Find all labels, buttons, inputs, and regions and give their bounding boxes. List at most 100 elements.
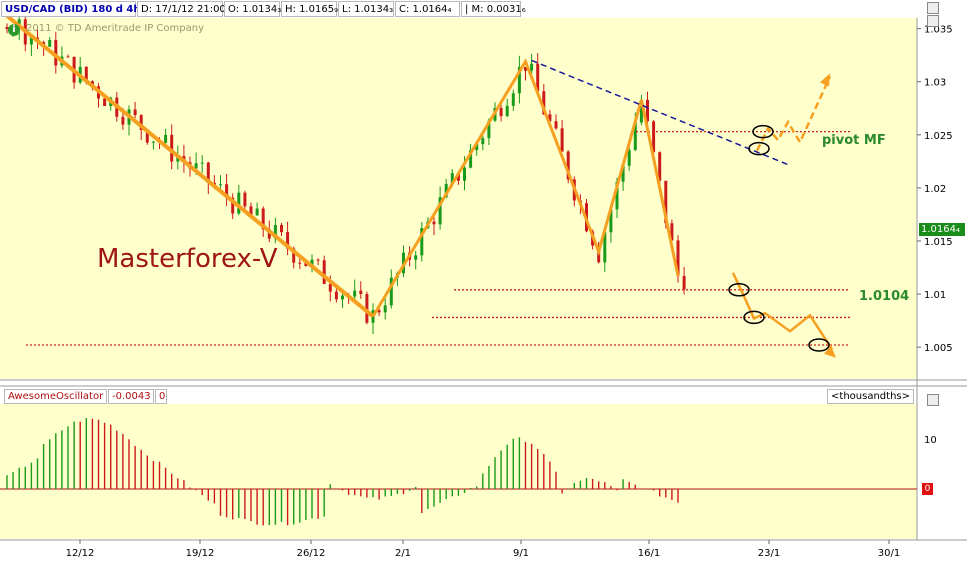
candle-body [200, 162, 204, 164]
candle-body [48, 39, 52, 47]
candle-body [432, 221, 436, 225]
candle-body [310, 259, 314, 266]
candle-body [225, 184, 229, 198]
time-tick-label: 2/1 [395, 548, 411, 559]
osc-tick-label: 10 [924, 435, 937, 446]
awesome-oscillator-series: 10 [0, 418, 937, 526]
candle-body [5, 27, 9, 30]
time-tick-label: 16/1 [638, 548, 660, 559]
osc-axis-bg [917, 404, 967, 539]
time-tick-label: 23/1 [758, 548, 780, 559]
candle-body [670, 223, 674, 241]
candle-body [383, 305, 387, 313]
candle-body [267, 229, 271, 239]
candle-body [304, 263, 308, 266]
time-tick-label: 12/12 [66, 548, 95, 559]
indicator-name[interactable]: AwesomeOscillator [4, 389, 107, 404]
candle-body [249, 206, 253, 216]
candle-body [371, 310, 375, 323]
collapse-icon[interactable] [927, 15, 939, 27]
candle-body [615, 181, 619, 210]
candle-body [652, 121, 656, 153]
candle-body [664, 180, 668, 224]
candle-body [658, 152, 662, 181]
candle-body [548, 114, 552, 122]
candle-body [298, 262, 302, 264]
brand-label: Masterforex-V [97, 244, 278, 274]
projection-down [731, 272, 834, 350]
candle-body [456, 173, 460, 181]
candle-body [505, 105, 509, 117]
candle-body [353, 290, 357, 297]
indicator-value: -0.0043 [108, 389, 154, 404]
candle-body [322, 260, 326, 284]
info-icon[interactable]: i [8, 24, 20, 36]
price-tick-label: 1.025 [924, 131, 953, 142]
candle-body [365, 294, 369, 323]
candle-body [438, 197, 442, 225]
candle-body [389, 277, 393, 306]
candle-body [206, 162, 210, 183]
candle-body [627, 149, 631, 166]
candle-body [499, 108, 503, 117]
projection-down-arrow [824, 345, 836, 358]
candle-body [566, 151, 570, 180]
trendline [531, 59, 789, 166]
candle-body [481, 138, 485, 145]
pivot-label: pivot MF [822, 133, 886, 148]
zero-tag: 0 [922, 483, 933, 495]
touch-circle [743, 310, 765, 325]
candle-body [524, 67, 527, 71]
high-readout: H: 1.0165₉ [281, 1, 338, 17]
candle-body [621, 165, 625, 182]
candle-body [84, 66, 88, 82]
last-price-tag: 1.0164₄ [919, 223, 965, 236]
price-tick-label: 1.03 [924, 78, 946, 89]
candle-body [176, 156, 180, 162]
candle-body [29, 37, 33, 45]
zigzag-pattern [5, 14, 836, 358]
watermark: 2011 © TD Ameritrade IP Company [26, 23, 204, 34]
close-readout: C: 1.0164₄ [395, 1, 460, 17]
candle-body [420, 228, 424, 256]
low-readout: L: 1.0134₃ [338, 1, 394, 17]
time-tick-label: 9/1 [513, 548, 529, 559]
candle-body [316, 259, 320, 261]
candle-body [469, 150, 473, 168]
price-tick-label: 1.015 [924, 237, 953, 248]
candle-body [682, 276, 686, 290]
candle-body [219, 184, 222, 186]
oscillator-panel-bg [0, 404, 917, 539]
support-resistance-levels [26, 130, 850, 346]
candle-body [646, 99, 649, 122]
candle-body [639, 99, 643, 123]
price-axis: 1.035 1.03 1.025 1.02 1.015 1.01 1.005 [917, 25, 953, 354]
candle-body [414, 255, 418, 260]
open-readout: O: 1.0134₃ [224, 1, 281, 17]
candle-body [511, 93, 515, 106]
candle-body [139, 115, 143, 130]
candle-body [334, 291, 338, 300]
candle-body [194, 163, 198, 169]
candle-body [292, 248, 296, 263]
zigzag-leg-main [5, 14, 375, 318]
candle-body [475, 144, 479, 151]
touch-circle [728, 283, 750, 297]
candle-body [280, 224, 283, 233]
price-tick-label: 1.01 [924, 290, 946, 301]
zoom-icon[interactable] [927, 2, 939, 14]
price-tick-label: 1.02 [924, 184, 946, 195]
indicator-units: <thousandths> [827, 389, 914, 404]
candle-body [444, 183, 448, 198]
candle-body [54, 39, 58, 66]
touch-circle [748, 141, 770, 156]
candle-body [273, 224, 277, 239]
indicator-settings-icon[interactable] [927, 394, 939, 406]
candle-body [554, 121, 558, 129]
candle-body [286, 232, 290, 249]
candle-body [450, 173, 454, 184]
symbol-label[interactable]: USD/CAD (BID) 180 d 4h [1, 1, 140, 17]
time-tick-label: 30/1 [878, 548, 900, 559]
candle-body [603, 232, 607, 263]
